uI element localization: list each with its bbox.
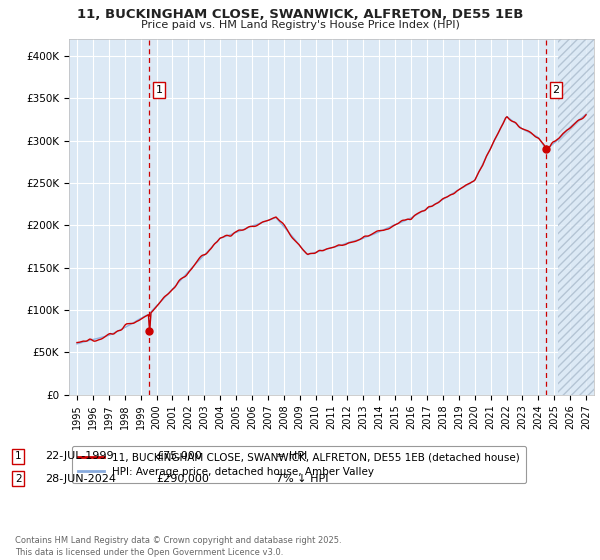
Text: 1: 1 (156, 85, 163, 95)
Text: 2: 2 (553, 85, 560, 95)
Text: £75,000: £75,000 (156, 451, 202, 461)
Text: 2: 2 (15, 474, 22, 484)
Text: 11, BUCKINGHAM CLOSE, SWANWICK, ALFRETON, DE55 1EB: 11, BUCKINGHAM CLOSE, SWANWICK, ALFRETON… (77, 8, 523, 21)
Text: 22-JUL-1999: 22-JUL-1999 (45, 451, 113, 461)
Text: 1: 1 (15, 451, 22, 461)
Text: Price paid vs. HM Land Registry's House Price Index (HPI): Price paid vs. HM Land Registry's House … (140, 20, 460, 30)
Text: 28-JUN-2024: 28-JUN-2024 (45, 474, 116, 484)
Bar (558, 39, 594, 395)
Text: 7% ↓ HPI: 7% ↓ HPI (276, 474, 329, 484)
Text: £290,000: £290,000 (156, 474, 209, 484)
Bar (558, 39, 594, 395)
Text: Contains HM Land Registry data © Crown copyright and database right 2025.
This d: Contains HM Land Registry data © Crown c… (15, 536, 341, 557)
Legend: 11, BUCKINGHAM CLOSE, SWANWICK, ALFRETON, DE55 1EB (detached house), HPI: Averag: 11, BUCKINGHAM CLOSE, SWANWICK, ALFRETON… (71, 446, 526, 483)
Text: ≈ HPI: ≈ HPI (276, 451, 307, 461)
